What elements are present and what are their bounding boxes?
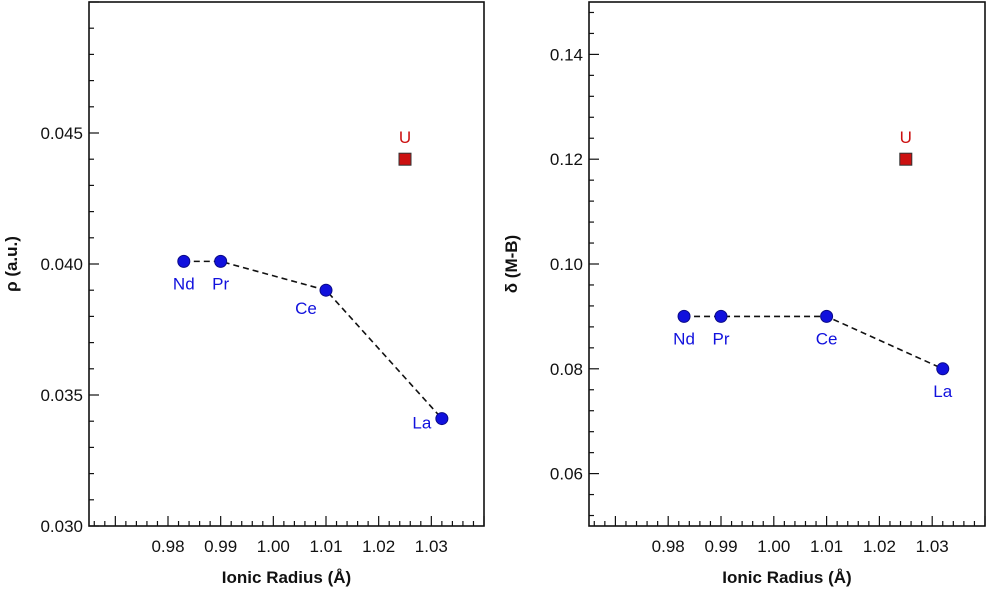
x-tick-label: 0.98: [652, 537, 685, 556]
data-point-U: [398, 152, 412, 166]
x-tick-label: 1.03: [415, 537, 448, 556]
point-label-La: La: [933, 382, 952, 401]
x-tick-label: 1.00: [757, 537, 790, 556]
point-label-Pr: Pr: [713, 329, 730, 348]
point-label-Nd: Nd: [173, 274, 195, 293]
data-point-Ce: [820, 309, 834, 323]
series-1: Nd Pr Ce La: [673, 309, 953, 401]
x-tick-label: 1.03: [916, 537, 949, 556]
y-tick-label: 0.06: [550, 465, 583, 484]
data-point-U: [899, 152, 913, 166]
data-point-La: [936, 362, 950, 376]
y-tick-label: 0.035: [40, 386, 83, 405]
x-tick-label: 0.99: [704, 537, 737, 556]
point-label-U: U: [900, 128, 912, 147]
x-axis-label: Ionic Radius (Å): [222, 568, 351, 587]
point-label-U: U: [399, 128, 411, 147]
data-point-Nd: [177, 254, 191, 268]
x-tick-label: 0.98: [151, 537, 184, 556]
data-point-Pr: [214, 254, 228, 268]
point-label-La: La: [412, 414, 431, 433]
y-tick-label: 0.045: [40, 124, 83, 143]
series-2: U: [398, 128, 412, 166]
series-1: Nd Pr Ce La: [173, 254, 449, 433]
x-tick-label: 1.02: [863, 537, 896, 556]
chart-panel-2: 0.98 0.99 1.00 1.01 1.02 1.03 0.06 0.08 0.10 0.12…: [502, 1, 986, 587]
data-point-Ce: [319, 283, 333, 297]
y-tick-label: 0.08: [550, 360, 583, 379]
data-point-Pr: [714, 309, 728, 323]
chart-panel-1: 0.98 0.99 1.00 1.01 1.02 1.03 0.030 0.035 0.040 0…: [2, 1, 485, 587]
y-tick-label: 0.10: [550, 255, 583, 274]
x-tick-label: 1.00: [257, 537, 290, 556]
x-axis-label: Ionic Radius (Å): [722, 568, 851, 587]
plot-frame: [588, 1, 986, 527]
data-point-Nd: [677, 309, 691, 323]
y-tick-label: 0.040: [40, 255, 83, 274]
series-line: [183, 260, 443, 420]
plot-frame: [88, 1, 485, 527]
y-tick-label: 0.14: [550, 45, 583, 64]
y-tick-label: 0.030: [40, 517, 83, 536]
point-label-Nd: Nd: [673, 329, 695, 348]
point-label-Pr: Pr: [212, 274, 229, 293]
x-tick-label: 1.02: [362, 537, 395, 556]
point-label-Ce: Ce: [816, 329, 838, 348]
y-tick-label: 0.12: [550, 150, 583, 169]
x-tick-label: 0.99: [204, 537, 237, 556]
point-label-Ce: Ce: [295, 299, 317, 318]
series-2: U: [899, 128, 913, 166]
y-axis-label: ρ (a.u.): [2, 236, 21, 292]
x-tick-label: 1.01: [309, 537, 342, 556]
y-axis-label: δ (M-B): [502, 235, 521, 293]
x-tick-label: 1.01: [810, 537, 843, 556]
data-point-La: [435, 412, 449, 426]
